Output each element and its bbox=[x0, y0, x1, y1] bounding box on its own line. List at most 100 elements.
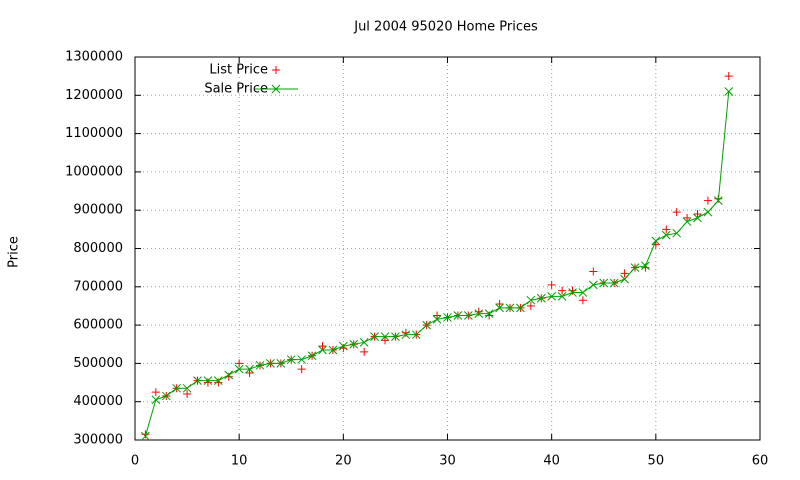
y-tick-label: 400000 bbox=[73, 394, 123, 409]
y-tick-label: 1000000 bbox=[65, 164, 123, 179]
data-point bbox=[609, 278, 619, 288]
data-point bbox=[485, 311, 494, 320]
data-point bbox=[359, 337, 369, 347]
data-point bbox=[599, 278, 609, 288]
data-point bbox=[620, 269, 629, 278]
data-point bbox=[463, 311, 473, 320]
y-tick-label: 900000 bbox=[73, 203, 123, 218]
data-point bbox=[360, 347, 369, 356]
data-point bbox=[276, 359, 286, 368]
data-point bbox=[245, 368, 254, 377]
data-point bbox=[547, 292, 557, 301]
data-point bbox=[297, 355, 307, 364]
data-point bbox=[422, 320, 432, 330]
data-point bbox=[391, 332, 400, 341]
data-point bbox=[151, 388, 160, 397]
data-point bbox=[589, 267, 598, 276]
data-point bbox=[578, 288, 588, 297]
data-point bbox=[432, 315, 442, 324]
data-point bbox=[724, 87, 734, 96]
data-point bbox=[161, 391, 171, 401]
data-point bbox=[526, 295, 536, 305]
data-point bbox=[662, 225, 671, 234]
data-point bbox=[683, 213, 692, 222]
data-point bbox=[693, 213, 702, 223]
data-point bbox=[547, 280, 556, 289]
data-point bbox=[380, 332, 390, 341]
x-tick-label: 50 bbox=[648, 454, 665, 469]
data-point bbox=[516, 303, 525, 313]
x-tick-label: 60 bbox=[752, 454, 769, 469]
data-point bbox=[672, 228, 682, 238]
data-point bbox=[411, 330, 421, 340]
data-point bbox=[235, 359, 244, 368]
data-point bbox=[651, 236, 661, 246]
data-point bbox=[213, 376, 223, 385]
data-point bbox=[381, 336, 389, 345]
data-point bbox=[203, 376, 213, 385]
data-point bbox=[568, 288, 577, 297]
data-point bbox=[526, 301, 535, 310]
x-tick-label: 30 bbox=[439, 454, 456, 469]
data-point bbox=[401, 330, 411, 340]
x-tick-label: 10 bbox=[231, 454, 248, 469]
data-point bbox=[474, 307, 483, 316]
data-point bbox=[588, 280, 598, 290]
x-tick-label: 40 bbox=[543, 454, 560, 469]
data-point bbox=[682, 217, 692, 227]
data-point bbox=[453, 311, 463, 320]
data-point bbox=[433, 311, 442, 320]
data-point bbox=[401, 328, 410, 337]
legend-label: Sale Price bbox=[204, 82, 268, 97]
y-tick-label: 600000 bbox=[73, 318, 123, 333]
data-point bbox=[214, 378, 223, 387]
data-point bbox=[630, 263, 640, 273]
data-point bbox=[370, 332, 379, 341]
data-point bbox=[693, 210, 702, 219]
data-point bbox=[349, 339, 359, 349]
x-tick-label: 20 bbox=[335, 454, 352, 469]
data-point bbox=[536, 293, 546, 303]
data-point bbox=[307, 351, 317, 361]
data-point bbox=[172, 383, 182, 393]
data-point bbox=[557, 292, 567, 301]
plot-border bbox=[134, 56, 761, 441]
data-point bbox=[703, 207, 713, 217]
data-point bbox=[578, 296, 587, 305]
data-point bbox=[318, 345, 327, 355]
y-tick-label: 500000 bbox=[73, 356, 123, 371]
data-point bbox=[443, 313, 452, 322]
data-point bbox=[141, 430, 150, 439]
data-point bbox=[713, 196, 723, 205]
y-axis-label: Price bbox=[7, 236, 22, 268]
data-point bbox=[495, 300, 504, 309]
data-point bbox=[339, 344, 348, 353]
legend-label: List Price bbox=[209, 63, 268, 78]
x-tick-label: 0 bbox=[131, 454, 139, 469]
data-point bbox=[338, 341, 348, 351]
data-point bbox=[558, 286, 567, 295]
legend-marker bbox=[272, 66, 280, 74]
y-tick-label: 1300000 bbox=[65, 50, 123, 65]
data-point bbox=[495, 303, 504, 313]
data-point bbox=[505, 303, 515, 313]
data-point bbox=[183, 390, 192, 399]
data-point bbox=[266, 359, 275, 368]
chart-title: Jul 2004 95020 Home Prices bbox=[353, 20, 538, 35]
data-point bbox=[182, 383, 192, 393]
y-tick-label: 1200000 bbox=[65, 88, 123, 103]
y-tick-label: 800000 bbox=[73, 241, 123, 256]
data-point bbox=[318, 342, 327, 351]
data-point bbox=[141, 431, 150, 441]
data-point bbox=[255, 360, 265, 370]
data-point bbox=[724, 72, 733, 81]
data-point bbox=[484, 309, 494, 318]
y-tick-label: 1100000 bbox=[65, 126, 123, 141]
data-point bbox=[203, 378, 212, 387]
series-line bbox=[144, 91, 730, 437]
data-point bbox=[151, 395, 161, 405]
y-tick-label: 700000 bbox=[73, 279, 123, 294]
data-point bbox=[224, 370, 234, 380]
data-point bbox=[328, 345, 338, 355]
